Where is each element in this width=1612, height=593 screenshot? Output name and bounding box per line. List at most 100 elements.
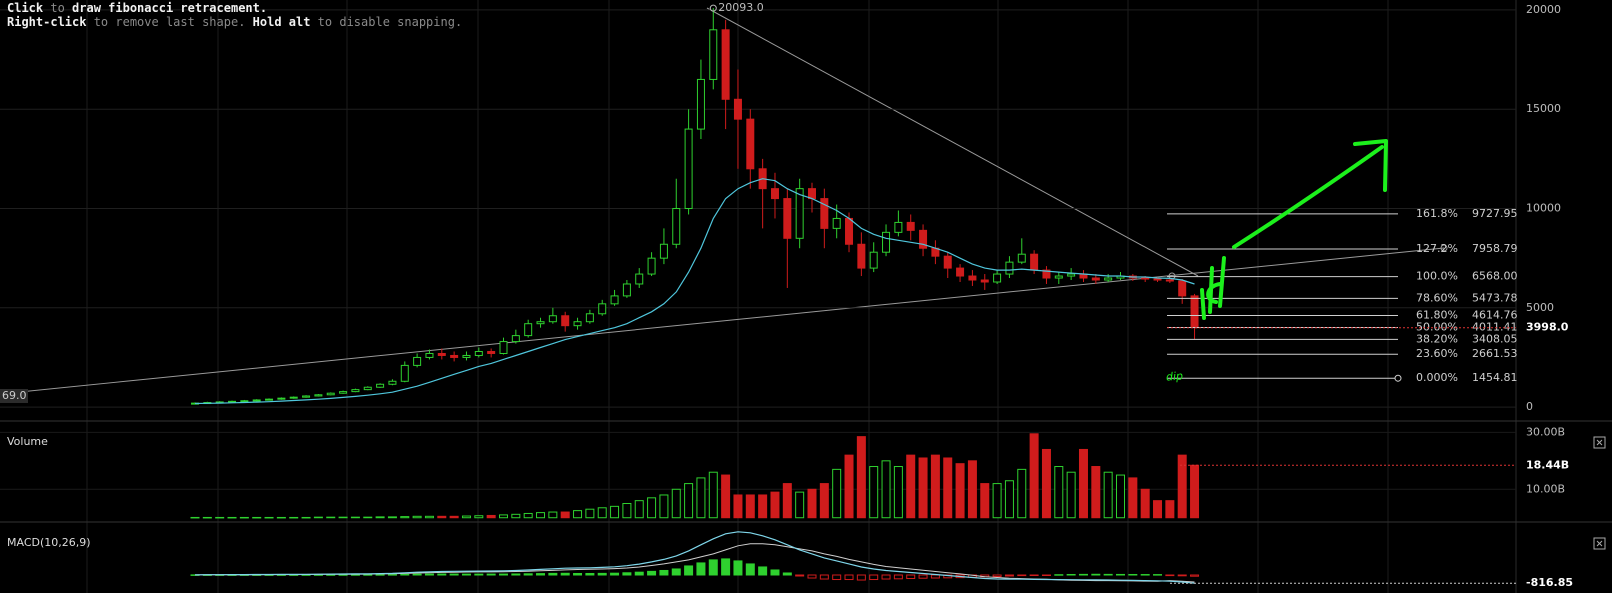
- candle-body: [882, 231, 891, 253]
- volume-bar: [511, 513, 521, 519]
- volume-bar: [1165, 500, 1175, 519]
- hint-segment: Click: [7, 1, 44, 15]
- volume-bar: [252, 516, 262, 519]
- hint-segment: to disable snapping.: [310, 15, 462, 29]
- histogram-bar: [881, 574, 891, 580]
- candle-body: [672, 208, 681, 245]
- candle-body: [1042, 269, 1051, 279]
- candle-body: [252, 399, 261, 402]
- histogram-bar: [1116, 573, 1125, 576]
- histogram-bar: [832, 574, 842, 581]
- volume-bar: [856, 436, 866, 519]
- histogram-bar: [807, 574, 817, 579]
- volume-bar: [832, 468, 842, 519]
- y-tick-label: 0: [1526, 400, 1533, 413]
- histogram-bar: [1165, 574, 1175, 577]
- volume-bar: [1190, 464, 1200, 519]
- histogram-bar: [499, 573, 508, 576]
- histogram-bar: [338, 574, 348, 576]
- current-value-label: -816.85: [1526, 576, 1573, 589]
- volume-bar: [387, 516, 397, 519]
- candle-body: [1017, 253, 1026, 263]
- volume-bar: [869, 466, 879, 519]
- histogram-bar: [659, 569, 669, 576]
- candle-body: [1190, 295, 1199, 329]
- volume-bar: [573, 510, 583, 519]
- candle-body: [783, 198, 792, 239]
- volume-bar: [1177, 454, 1187, 519]
- candle-body: [573, 321, 582, 327]
- volume-bar: [819, 483, 829, 519]
- candle-body: [265, 398, 274, 401]
- candle-body: [684, 128, 693, 210]
- fib-price: 4614.76: [1472, 308, 1518, 321]
- volume-bar: [881, 460, 891, 519]
- histogram-bar: [461, 573, 471, 576]
- candle-body: [314, 394, 323, 397]
- candle-body: [1054, 275, 1063, 279]
- histogram-bar: [400, 573, 410, 576]
- candle-body: [536, 321, 545, 325]
- histogram-bar: [795, 574, 805, 577]
- volume-bar: [190, 516, 200, 519]
- edge-label: 69.0: [2, 389, 27, 402]
- histogram-bar: [1041, 574, 1051, 576]
- volume-bar: [795, 491, 805, 519]
- histogram-bar: [1103, 573, 1113, 576]
- histogram-bar: [424, 573, 434, 576]
- histogram-bar: [412, 573, 422, 576]
- volume-bar: [548, 511, 558, 519]
- volume-bar: [659, 494, 669, 519]
- close-button[interactable]: [1593, 537, 1606, 550]
- fib-handle: [1394, 374, 1402, 382]
- volume-bar: [486, 514, 496, 519]
- candle-body: [548, 315, 557, 323]
- volume-bar: [992, 483, 1002, 519]
- volume-bar: [622, 503, 632, 519]
- y-tick-label: 10000: [1526, 202, 1561, 215]
- fib-price: 9727.95: [1472, 207, 1518, 220]
- candle-body: [721, 29, 730, 100]
- hint-segment: draw fibonacci retracement.: [72, 1, 267, 15]
- hint-segment: Right-click: [7, 15, 87, 29]
- volume-bar: [375, 516, 385, 519]
- histogram-bar: [560, 572, 570, 576]
- volume-bar: [610, 505, 620, 519]
- histogram-bar: [647, 570, 657, 576]
- histogram-bar: [1078, 573, 1088, 576]
- volume-bar: [967, 460, 977, 519]
- candle-body: [795, 188, 804, 239]
- histogram-bar: [733, 560, 743, 576]
- volume-bar: [696, 477, 706, 519]
- fib-ratio: 38.20%: [1416, 332, 1458, 345]
- fib-ratio: 78.60%: [1416, 291, 1458, 304]
- histogram-bar: [1128, 573, 1138, 576]
- candle-body: [808, 188, 816, 200]
- fib-price: 3408.05: [1472, 332, 1518, 345]
- candle-body: [869, 251, 878, 269]
- current-value-box: [1518, 319, 1584, 336]
- hint-line: Right-click to remove last shape. Hold a…: [7, 15, 462, 29]
- histogram-bar: [1029, 574, 1039, 576]
- candle-body: [598, 303, 607, 315]
- volume-bar: [684, 483, 694, 519]
- volume-bar: [980, 483, 990, 519]
- fib-ratio: 100.0%: [1416, 270, 1458, 283]
- close-button[interactable]: [1593, 436, 1606, 449]
- candle-body: [240, 400, 249, 403]
- volume-bar: [560, 511, 570, 519]
- fib-price: 4011.41: [1472, 320, 1518, 333]
- volume-bar: [1004, 480, 1014, 519]
- volume-bar: [412, 515, 422, 519]
- volume-bar: [1140, 488, 1150, 519]
- y-tick-label: 20000: [1526, 3, 1561, 16]
- panel-title: MACD(10,26,9): [7, 536, 91, 549]
- fib-price: 2661.53: [1472, 347, 1518, 360]
- fib-ratio: 127.2%: [1416, 242, 1458, 255]
- y-tick-label: 15000: [1526, 102, 1561, 115]
- peak-marker: [709, 4, 717, 12]
- candle-body: [524, 323, 533, 337]
- fib-ratio: 61.80%: [1416, 308, 1458, 321]
- histogram-bar: [326, 574, 336, 576]
